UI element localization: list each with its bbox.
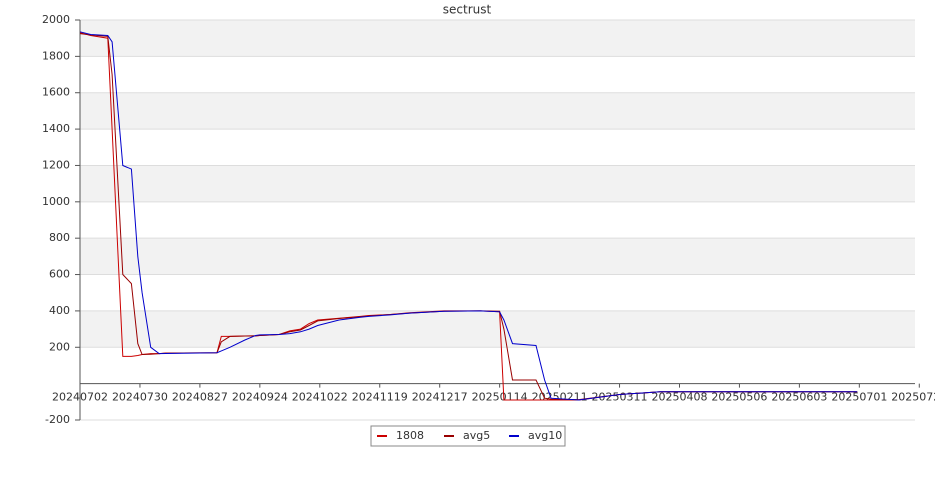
series-line bbox=[79, 31, 858, 401]
grid-band bbox=[80, 165, 915, 202]
grid-band bbox=[80, 238, 915, 275]
grid-band bbox=[80, 92, 915, 130]
x-tick-label: 20250114 bbox=[472, 391, 528, 404]
x-tick-label: 20250603 bbox=[771, 391, 827, 404]
y-tick-label: 1000 bbox=[42, 195, 70, 208]
x-tick-label: 20240730 bbox=[112, 391, 168, 404]
y-tick-label: -200 bbox=[45, 413, 70, 426]
y-tick-label: 1400 bbox=[42, 122, 70, 135]
legend-label: avg5 bbox=[463, 429, 490, 442]
y-tick-label: 1800 bbox=[42, 49, 70, 62]
y-tick-label: 1200 bbox=[42, 158, 70, 171]
legend-label: avg10 bbox=[528, 429, 562, 442]
grid-band bbox=[80, 20, 915, 57]
y-tick-label: 1600 bbox=[42, 86, 70, 99]
series-line bbox=[79, 33, 858, 401]
series-line bbox=[79, 32, 858, 401]
x-tick-label: 20250701 bbox=[831, 391, 887, 404]
y-tick-label: 800 bbox=[49, 231, 70, 244]
x-tick-label: 20241119 bbox=[352, 391, 408, 404]
chart-title: sectrust bbox=[443, 3, 492, 17]
y-tick-label: 400 bbox=[49, 304, 70, 317]
legend-label: 1808 bbox=[396, 429, 424, 442]
x-tick-label: 20240827 bbox=[172, 391, 228, 404]
y-tick-label: 2000 bbox=[42, 13, 70, 26]
legend: 1808 avg5 avg10 bbox=[370, 425, 566, 447]
x-tick-label: 20250211 bbox=[532, 391, 588, 404]
x-tick-label: 20240702 bbox=[52, 391, 108, 404]
x-tick-label: 20250506 bbox=[711, 391, 767, 404]
legend-box bbox=[370, 425, 566, 447]
grid-band bbox=[80, 310, 915, 348]
y-tick-label: 600 bbox=[49, 268, 70, 281]
x-tick-label: 20250729 bbox=[891, 391, 935, 404]
x-tick-label: 20250408 bbox=[651, 391, 707, 404]
y-tick-label: 200 bbox=[49, 340, 70, 353]
x-tick-label: 20241022 bbox=[292, 391, 348, 404]
x-tick-label: 20241217 bbox=[412, 391, 468, 404]
x-tick-label: 20240924 bbox=[232, 391, 288, 404]
